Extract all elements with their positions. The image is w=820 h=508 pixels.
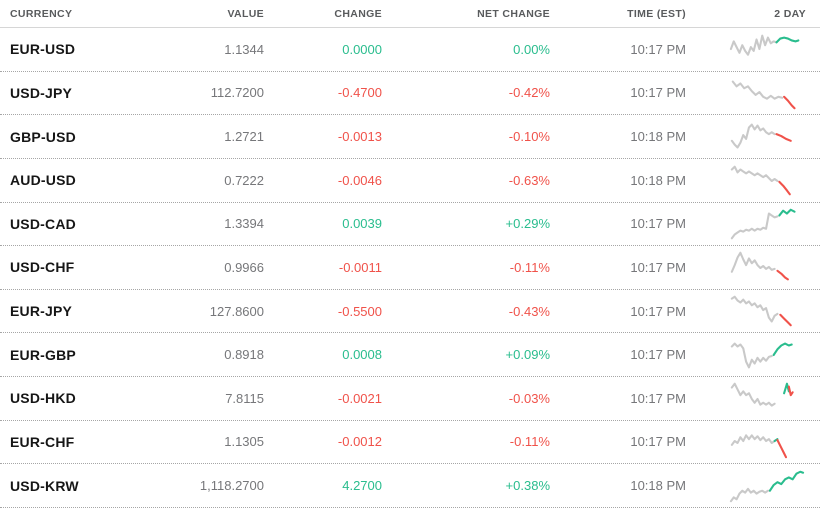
time-cell: 10:17 PM [630,216,686,232]
table-header-row: CURRENCY VALUE CHANGE NET CHANGE TIME (E… [0,0,820,28]
two-day-sparkline [686,161,806,199]
table-row[interactable]: EUR-CHF 1.1305 -0.0012 -0.11% 10:17 PM [0,421,820,465]
currency-pair-label[interactable]: EUR-JPY [10,303,73,320]
currency-pair-label[interactable]: USD-HKD [10,390,76,407]
two-day-sparkline [686,30,806,68]
time-cell: 10:17 PM [630,347,686,363]
currency-pair-label[interactable]: EUR-USD [10,41,76,58]
net-change-cell: -0.11% [509,259,550,275]
two-day-sparkline [686,292,806,330]
table-row[interactable]: EUR-GBP 0.8918 0.0008 +0.09% 10:17 PM [0,333,820,377]
currency-pair-label[interactable]: USD-CHF [10,259,75,276]
value-cell: 0.9966 [224,259,264,275]
two-day-sparkline [686,118,806,156]
table-row[interactable]: USD-JPY 112.7200 -0.4700 -0.42% 10:17 PM [0,72,820,116]
value-cell: 127.8600 [209,303,264,319]
value-cell: 7.8115 [225,390,264,406]
net-change-cell: 0.00% [513,41,550,57]
value-cell: 1.1344 [224,41,264,57]
time-cell: 10:17 PM [630,259,686,275]
currency-pair-label[interactable]: USD-KRW [10,477,79,494]
currency-pair-label[interactable]: EUR-CHF [10,433,75,450]
two-day-sparkline [686,74,806,112]
table-row[interactable]: EUR-USD 1.1344 0.0000 0.00% 10:17 PM [0,28,820,72]
two-day-sparkline [686,205,806,243]
time-cell: 10:18 PM [630,172,686,188]
two-day-sparkline [686,336,806,374]
value-cell: 1,118.2700 [199,478,264,494]
header-2-day: 2 DAY [774,7,806,20]
change-cell: 0.0039 [342,216,382,232]
change-cell: -0.0013 [337,129,382,145]
value-cell: 1.1305 [224,434,264,450]
header-net-change[interactable]: NET CHANGE [477,7,550,20]
header-time-est[interactable]: TIME (EST) [627,7,686,20]
change-cell: -0.0021 [337,390,382,406]
net-change-cell: +0.38% [505,478,550,494]
net-change-cell: -0.10% [508,129,550,145]
net-change-cell: -0.42% [508,85,550,101]
currency-pair-label[interactable]: GBP-USD [10,128,76,145]
header-change[interactable]: CHANGE [334,7,382,20]
value-cell: 112.7200 [210,85,264,101]
change-cell: 0.0000 [342,41,382,57]
change-cell: -0.0012 [337,434,382,450]
table-row[interactable]: USD-HKD 7.8115 -0.0021 -0.03% 10:17 PM [0,377,820,421]
table-row[interactable]: USD-KRW 1,118.2700 4.2700 +0.38% 10:18 P… [0,464,820,508]
change-cell: 0.0008 [342,347,382,363]
change-cell: -0.4700 [337,85,382,101]
time-cell: 10:18 PM [630,478,686,494]
net-change-cell: -0.63% [508,172,550,188]
currency-pair-label[interactable]: EUR-GBP [10,346,76,363]
value-cell: 1.2721 [224,129,264,145]
currency-pair-label[interactable]: AUD-USD [10,172,76,189]
net-change-cell: -0.03% [508,390,550,406]
table-row[interactable]: AUD-USD 0.7222 -0.0046 -0.63% 10:18 PM [0,159,820,203]
value-cell: 0.8918 [224,347,264,363]
time-cell: 10:17 PM [630,303,686,319]
time-cell: 10:17 PM [630,390,686,406]
value-cell: 1.3394 [224,216,264,232]
table-row[interactable]: USD-CHF 0.9966 -0.0011 -0.11% 10:17 PM [0,246,820,290]
value-cell: 0.7222 [224,172,264,188]
currency-pair-label[interactable]: USD-CAD [10,215,76,232]
header-currency[interactable]: CURRENCY [10,7,73,20]
change-cell: 4.2700 [342,478,382,494]
change-cell: -0.0011 [338,259,382,275]
two-day-sparkline [686,379,806,417]
currency-pair-label[interactable]: USD-JPY [10,84,73,101]
header-value[interactable]: VALUE [227,7,264,20]
two-day-sparkline [686,248,806,286]
table-row[interactable]: USD-CAD 1.3394 0.0039 +0.29% 10:17 PM [0,203,820,247]
table-row[interactable]: EUR-JPY 127.8600 -0.5500 -0.43% 10:17 PM [0,290,820,334]
change-cell: -0.0046 [337,172,382,188]
net-change-cell: +0.09% [505,347,550,363]
two-day-sparkline [686,467,806,505]
change-cell: -0.5500 [337,303,382,319]
time-cell: 10:17 PM [630,434,686,450]
net-change-cell: -0.43% [508,303,550,319]
two-day-sparkline [686,423,806,461]
table-row[interactable]: GBP-USD 1.2721 -0.0013 -0.10% 10:18 PM [0,115,820,159]
net-change-cell: +0.29% [505,216,550,232]
net-change-cell: -0.11% [509,434,550,450]
time-cell: 10:17 PM [630,41,686,57]
time-cell: 10:17 PM [630,85,686,101]
time-cell: 10:18 PM [630,129,686,145]
